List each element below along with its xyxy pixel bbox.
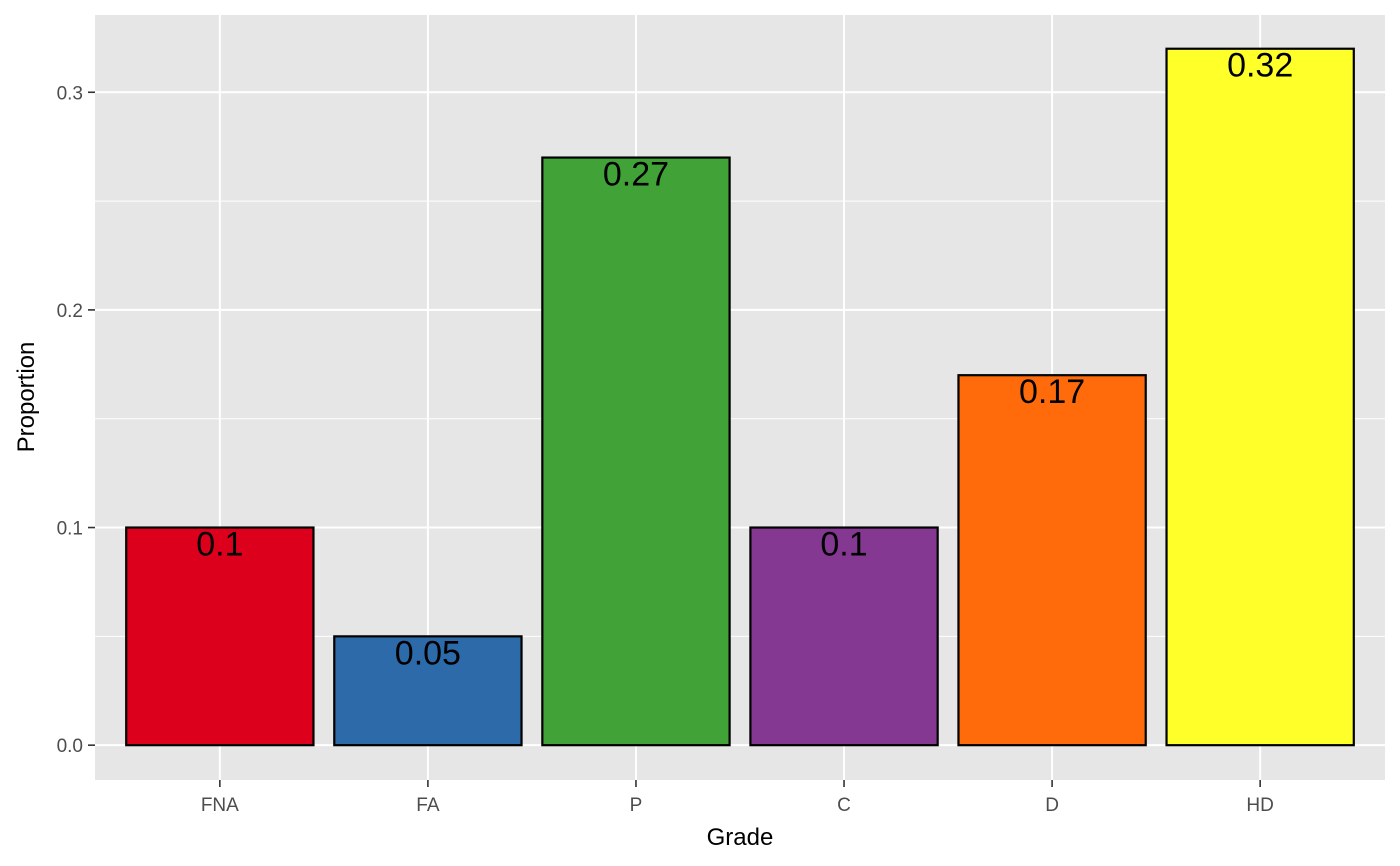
y-axis-title: Proportion <box>13 342 40 453</box>
x-axis-title: Grade <box>707 824 774 851</box>
x-tick-label-d: D <box>1045 795 1059 816</box>
data-label-hd: 0.32 <box>1227 47 1293 85</box>
y-tick-label: 0.0 <box>57 736 83 757</box>
data-label-c: 0.1 <box>820 526 867 564</box>
y-tick-label: 0.3 <box>57 83 83 104</box>
bar-fa <box>333 635 523 747</box>
data-label-p: 0.27 <box>603 156 669 194</box>
bar-hd <box>1165 47 1355 747</box>
bar-fna <box>125 526 315 747</box>
x-tick-label-fna: FNA <box>201 795 239 816</box>
data-label-fna: 0.1 <box>196 526 243 564</box>
bar-c <box>749 526 939 747</box>
x-tick-label-c: C <box>837 795 851 816</box>
x-tick-label-hd: HD <box>1246 795 1273 816</box>
x-tick-label-fa: FA <box>416 795 440 816</box>
x-tick-label-p: P <box>630 795 643 816</box>
data-labels: 0.1 0.05 0.27 0.1 0.17 0.32 <box>196 47 1293 673</box>
axis-ticks: 0.0 0.1 0.2 0.3 FNA FA P C D HD <box>57 83 1274 816</box>
bar-p <box>541 156 731 747</box>
y-tick-label: 0.2 <box>57 301 83 322</box>
data-label-d: 0.17 <box>1019 373 1085 411</box>
y-tick-label: 0.1 <box>57 519 83 540</box>
data-label-fa: 0.05 <box>395 634 461 672</box>
bars <box>125 47 1355 747</box>
bar-d <box>957 374 1147 747</box>
